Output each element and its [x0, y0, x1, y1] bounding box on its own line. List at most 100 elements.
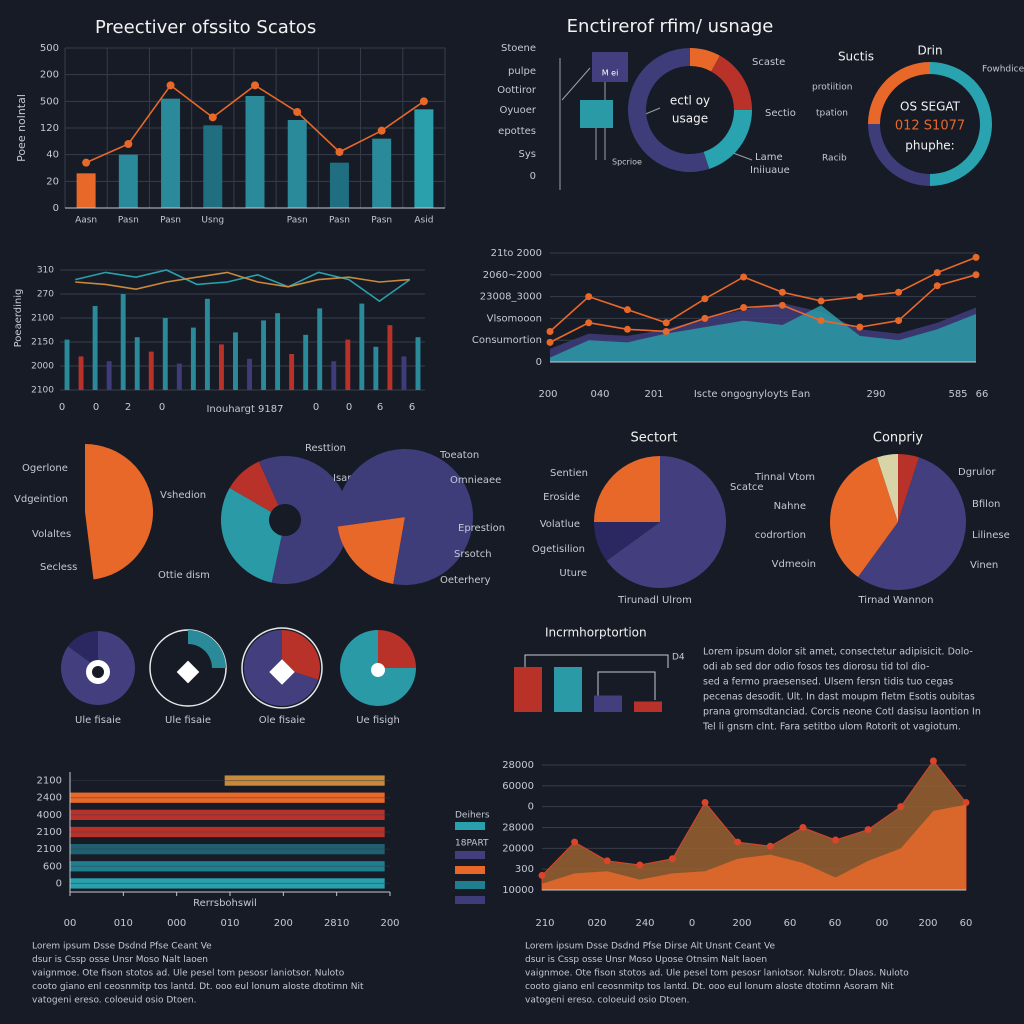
pie-slice [606, 456, 726, 588]
bar [287, 120, 307, 208]
y-tick-label: 2400 [37, 793, 62, 804]
y-tick-label: 2100 [37, 776, 62, 787]
label: Deihers [455, 811, 490, 821]
y-tick-label: 4000 [37, 810, 62, 821]
point [929, 757, 937, 765]
bar [161, 98, 181, 208]
pie-slice [703, 110, 752, 169]
y-tick-label: 40 [46, 150, 59, 161]
line [75, 269, 411, 303]
paragraph-line: vaignmoe. Ote fison stotos ad. Ule pesel… [32, 969, 345, 979]
bar [275, 313, 281, 390]
bar [317, 308, 323, 390]
label: Resttion [305, 443, 346, 454]
point [166, 81, 175, 90]
label: Scaste [752, 57, 785, 68]
bar [303, 334, 309, 390]
point [124, 140, 133, 148]
label: Iniiuaue [750, 165, 790, 176]
bar [120, 294, 126, 390]
point [419, 97, 428, 106]
point [856, 323, 864, 331]
bar [401, 356, 407, 390]
point [335, 148, 344, 156]
y-tick-label: 60000 [502, 781, 534, 792]
center-dot [371, 663, 385, 677]
line [549, 274, 977, 344]
point [585, 319, 593, 327]
bar [118, 154, 138, 208]
label: Sentien [550, 468, 588, 479]
label: 0 [530, 171, 536, 182]
point [571, 838, 579, 846]
label: pulpe [508, 66, 536, 77]
paragraph-line: vatogeni ereso. coloeuid osio Dtoen. [32, 996, 196, 1006]
label: Toeaton [439, 450, 479, 461]
y-tick-label: 300 [515, 864, 534, 875]
point [377, 126, 386, 135]
point [817, 297, 825, 305]
label: Inouhargt 9187 [206, 404, 283, 415]
paragraph-line: vatogeni ereso. coloeuid osio Dtoen. [525, 996, 689, 1006]
point [636, 861, 644, 869]
legend-swatch [455, 822, 485, 830]
bar [247, 358, 252, 390]
label: Nahne [774, 501, 806, 512]
bar [345, 339, 351, 390]
x-tick-label: 240 [635, 918, 654, 929]
label: 0 [159, 402, 165, 413]
pie-slice [594, 456, 660, 522]
paragraph-line: Tel li gnsm clnt. Fara setitbo ulom Roto… [702, 722, 961, 733]
label: Srsotch [454, 549, 492, 560]
y-tick-label: 0 [53, 203, 59, 214]
label: Ule fisaie [165, 715, 211, 726]
x-tick-label: 00 [876, 918, 889, 929]
pie-slice [876, 454, 898, 522]
label: Vdgeintion [14, 494, 68, 505]
label: 0 [313, 402, 319, 413]
point [856, 293, 864, 301]
label: protiition [812, 83, 853, 93]
x-tick-label: Asid [414, 216, 433, 226]
point [778, 301, 786, 309]
area [542, 804, 966, 890]
label: Oeterhery [440, 575, 491, 586]
y-tick-label: 2060~2000 [483, 270, 542, 281]
point [603, 857, 611, 865]
point [832, 836, 840, 844]
legend-swatch [455, 881, 485, 889]
y-tick-label: 2100 [37, 844, 62, 855]
label: Isane [333, 473, 360, 484]
y-tick-label: 270 [37, 290, 54, 300]
point [668, 855, 676, 863]
paragraph-line: dsur is Cssp osse Unsr Moso Upose Otnsim… [525, 955, 767, 965]
label: Ole fisaie [259, 715, 306, 726]
point [933, 269, 941, 277]
point [864, 826, 872, 834]
label: Omnieaee [450, 475, 501, 486]
label: Preectiver ofssito Scatos [95, 17, 316, 38]
label: Fowhdice [982, 65, 1024, 75]
label: Rerrsbohswil [193, 898, 257, 909]
paragraph-line: vaignmoe. Ote fison stotos ad. Ule pesel… [525, 969, 909, 979]
label: Lame [755, 152, 783, 163]
bar [373, 346, 379, 390]
label: Conpriy [873, 431, 923, 446]
point [778, 288, 786, 296]
legend-swatch [455, 896, 485, 904]
label: Enctirerof rfim/ usnage [567, 16, 774, 37]
label: 0 [59, 402, 65, 413]
point [251, 81, 259, 90]
y-tick-label: 20 [46, 176, 59, 187]
x-tick-label: Pasn [118, 216, 139, 226]
x-tick-label: 010 [114, 918, 133, 929]
pie-slice [594, 522, 660, 561]
point [701, 799, 709, 806]
pie-slice [188, 630, 226, 668]
label: Volatlue [540, 519, 580, 530]
y-tick-label: 500 [40, 96, 59, 107]
point [208, 113, 217, 122]
label: phuphe: [905, 139, 954, 153]
connector [561, 67, 591, 101]
label: Incrmhorptortion [545, 626, 647, 640]
